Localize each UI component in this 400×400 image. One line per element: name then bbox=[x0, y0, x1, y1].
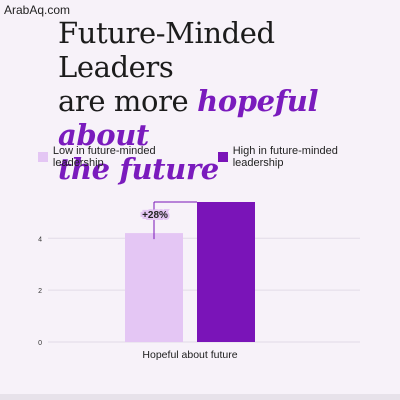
legend-label-high: High in future-minded leadership bbox=[232, 145, 338, 169]
headline-line-1: Future-Minded Leaders bbox=[58, 16, 275, 84]
headline-line-2: are more hopeful about bbox=[58, 84, 388, 152]
headline-highlight-1: hopeful about bbox=[58, 84, 319, 152]
y-tick-label-2: 2 bbox=[38, 288, 42, 295]
legend-label-low: Low in future-minded leadership bbox=[52, 145, 156, 169]
legend-swatch-low bbox=[38, 152, 48, 162]
x-category-label: Hopeful about future bbox=[142, 349, 237, 361]
y-tick-label-0: 0 bbox=[38, 340, 42, 347]
legend-item-low: Low in future-minded leadership bbox=[38, 145, 208, 169]
y-tick-label-4: 4 bbox=[38, 236, 42, 243]
bar-high bbox=[197, 202, 255, 342]
headline-line-3: the future bbox=[58, 152, 388, 186]
headline-line-2-plain: are more bbox=[58, 84, 198, 118]
legend-swatch-high bbox=[217, 152, 228, 162]
headline-highlight-2: the future bbox=[58, 152, 219, 186]
chart-legend: Low in future-minded leadership High in … bbox=[38, 145, 400, 169]
bottom-strip bbox=[0, 394, 400, 400]
bar-low bbox=[125, 233, 183, 342]
annotation-label: +28% bbox=[142, 210, 168, 221]
legend-item-high: High in future-minded leadership bbox=[217, 145, 390, 169]
watermark: ArabAq.com bbox=[4, 3, 71, 17]
headline: Future-Minded Leaders are more hopeful a… bbox=[58, 16, 388, 186]
